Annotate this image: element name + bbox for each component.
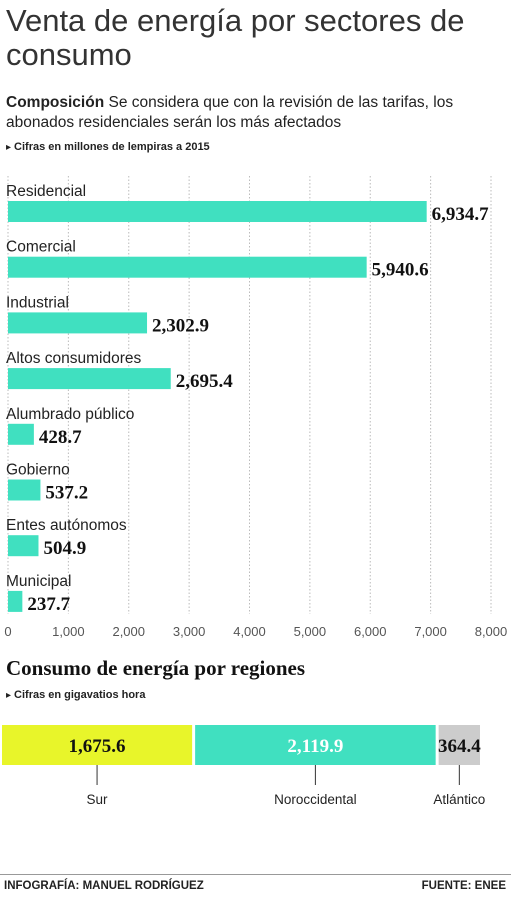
category-label: Alumbrado público	[6, 406, 134, 423]
chart-title: Venta de energía por sectores de consumo	[6, 3, 465, 72]
bar	[8, 423, 34, 445]
region-segment	[438, 725, 480, 765]
sector-bar-chart: 0 1,000 2,000 3,000 4,000 5,000 6,000 7,000 8,00…	[4, 176, 508, 639]
region-name-label: Atlántico	[433, 792, 485, 807]
region-segment	[2, 725, 193, 765]
regions-title: Consumo de energía por regiones	[6, 656, 306, 680]
footer-divider	[0, 874, 511, 875]
bar	[8, 535, 39, 557]
bar	[8, 590, 23, 612]
value-label: 428.7	[39, 427, 82, 448]
x-tick-label: 2,000	[112, 624, 145, 639]
x-tick-label: 8,000	[475, 624, 508, 639]
value-label: 5,940.6	[372, 260, 429, 281]
x-tick-label: 4,000	[233, 624, 266, 639]
x-tick-label: 0	[4, 624, 11, 639]
footer-source: FUENTE: ENEE	[421, 880, 506, 892]
x-tick-label: 5,000	[294, 624, 327, 639]
regions-note: Cifras en gigavatios hora	[6, 689, 145, 701]
chart-subtitle: Composición Se considera que con la revi…	[6, 93, 506, 133]
value-label: 2,302.9	[152, 315, 209, 336]
value-label: 504.9	[43, 538, 86, 559]
x-tick-label: 1,000	[52, 624, 85, 639]
category-label: Municipal	[6, 573, 71, 590]
category-label: Residencial	[6, 183, 86, 200]
bar	[8, 368, 171, 390]
footer-credit: INFOGRAFÍA: MANUEL RODRÍGUEZ	[4, 880, 204, 892]
bar	[8, 256, 367, 278]
x-tick-label: 6,000	[354, 624, 387, 639]
value-label: 237.7	[27, 594, 70, 615]
units-note: Cifras en millones de lempiras a 2015	[6, 141, 210, 153]
category-label: Altos consumidores	[6, 350, 142, 367]
region-value-label: 364.4	[438, 736, 481, 757]
bar	[8, 312, 148, 334]
value-label: 6,934.7	[432, 204, 490, 225]
bar	[8, 479, 41, 501]
value-label: 2,695.4	[176, 371, 234, 392]
value-label: 537.2	[45, 483, 88, 504]
bar	[8, 201, 427, 222]
region-name-label: Sur	[87, 792, 109, 807]
region-name-label: Noroccidental	[274, 792, 357, 807]
category-label: Industrial	[6, 294, 69, 311]
subtitle-bold: Composición	[6, 94, 105, 111]
category-label: Comercial	[6, 239, 76, 256]
category-label: Entes autónomos	[6, 517, 127, 534]
x-tick-label: 3,000	[173, 624, 206, 639]
region-segment	[195, 725, 436, 765]
x-tick-label: 7,000	[414, 624, 447, 639]
region-value-label: 2,119.9	[287, 736, 343, 757]
category-label: Gobierno	[6, 462, 70, 479]
subtitle-text: Se considera que con la revisión de las …	[6, 94, 454, 131]
region-value-label: 1,675.6	[69, 736, 126, 757]
